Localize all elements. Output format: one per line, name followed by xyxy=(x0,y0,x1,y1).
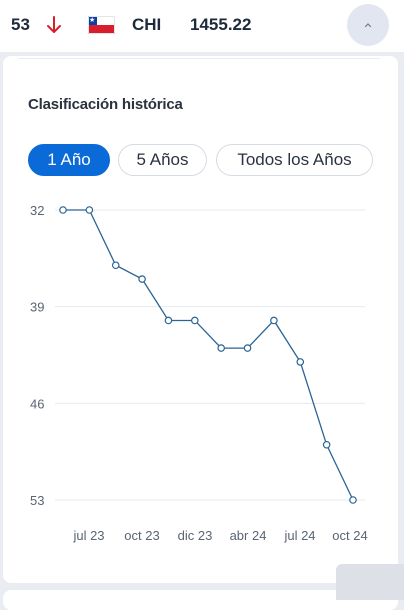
y-tick-label: 32 xyxy=(30,203,44,218)
y-tick-label: 39 xyxy=(30,300,44,315)
arrow-down-icon xyxy=(47,16,61,33)
data-point xyxy=(191,316,199,325)
data-point xyxy=(296,358,305,366)
chile-flag-icon: ★ xyxy=(88,16,115,34)
chevron-up-icon xyxy=(364,23,372,28)
x-tick-label: jul 24 xyxy=(283,528,315,543)
scrollbar-thumb[interactable] xyxy=(336,564,404,600)
tab-all-years[interactable]: Todos los Años xyxy=(216,144,373,176)
data-point xyxy=(322,440,331,449)
data-point xyxy=(111,261,120,270)
y-tick-label: 46 xyxy=(30,396,44,411)
data-point xyxy=(138,275,146,283)
history-card: Clasificación histórica 1 Año 5 Años Tod… xyxy=(3,56,398,583)
ranking-row-header: 53 ★ CHI 1455.22 xyxy=(0,0,404,52)
section-title: Clasificación histórica xyxy=(28,96,183,113)
x-tick-label: oct 23 xyxy=(124,528,159,543)
data-point xyxy=(85,206,94,214)
x-tick-label: abr 24 xyxy=(230,528,267,543)
data-point xyxy=(164,316,173,325)
data-point xyxy=(243,344,252,352)
rank-value: 53 xyxy=(11,15,30,34)
series-line xyxy=(63,209,354,501)
collapse-button[interactable] xyxy=(347,4,389,46)
data-point xyxy=(270,316,278,325)
x-tick-label: jul 23 xyxy=(72,528,104,543)
data-point xyxy=(217,344,225,352)
points-value: 1455.22 xyxy=(190,15,252,34)
data-point xyxy=(349,496,357,504)
x-tick-label: oct 24 xyxy=(332,528,367,543)
y-tick-label: 53 xyxy=(30,493,44,508)
x-tick-label: dic 23 xyxy=(178,528,213,543)
team-code: CHI xyxy=(132,15,162,34)
tab-5-years[interactable]: 5 Años xyxy=(118,144,207,176)
tab-1-year[interactable]: 1 Año xyxy=(28,144,110,176)
data-point xyxy=(59,206,67,214)
divider xyxy=(19,58,380,59)
